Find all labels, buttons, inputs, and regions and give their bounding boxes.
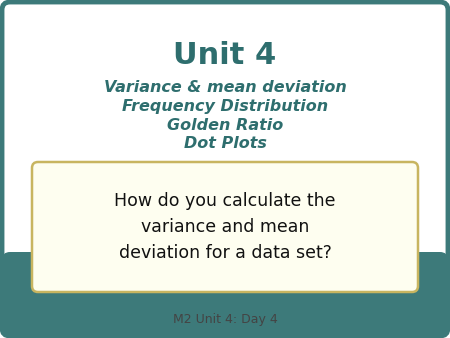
FancyBboxPatch shape <box>11 260 439 275</box>
Text: Dot Plots: Dot Plots <box>184 137 266 151</box>
FancyBboxPatch shape <box>32 162 418 292</box>
Text: How do you calculate the
variance and mean
deviation for a data set?: How do you calculate the variance and me… <box>114 192 336 262</box>
Text: Frequency Distribution: Frequency Distribution <box>122 98 328 114</box>
Text: Variance & mean deviation: Variance & mean deviation <box>104 79 346 95</box>
Text: Unit 4: Unit 4 <box>173 41 277 70</box>
FancyBboxPatch shape <box>2 252 448 336</box>
Text: M2 Unit 4: Day 4: M2 Unit 4: Day 4 <box>173 314 277 327</box>
Text: Golden Ratio: Golden Ratio <box>167 118 283 132</box>
FancyBboxPatch shape <box>2 2 448 336</box>
